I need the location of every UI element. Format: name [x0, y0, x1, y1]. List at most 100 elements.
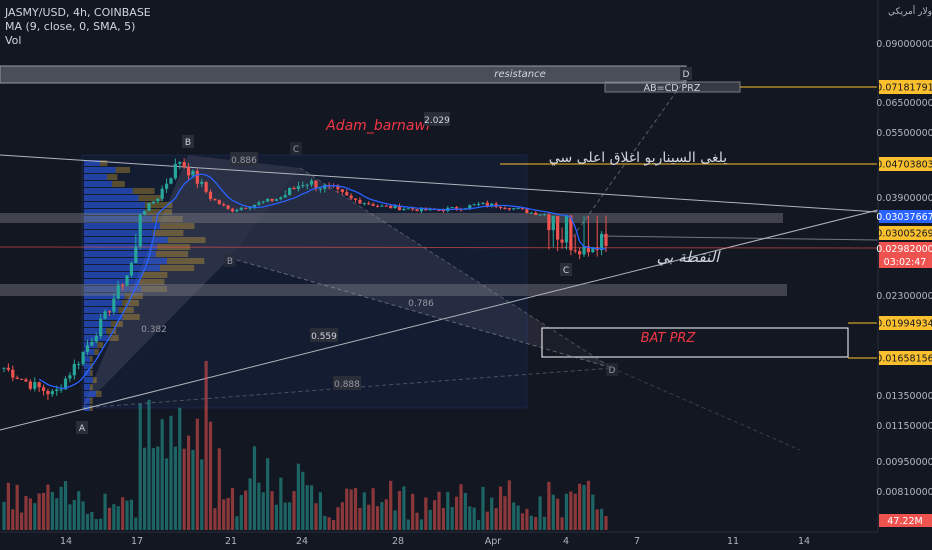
- volume-bar: [393, 510, 397, 530]
- ratio-886-bg: [230, 152, 258, 166]
- volume-bar: [226, 497, 230, 530]
- volume-bar: [129, 499, 134, 530]
- volume-bar: [164, 458, 169, 530]
- volume-bar: [173, 446, 177, 530]
- time-tick-label: 14: [798, 536, 810, 547]
- volume-bar: [406, 519, 410, 530]
- volume-bar: [569, 491, 573, 530]
- volume-profile-bar-sell: [92, 377, 97, 383]
- pivot-line: [0, 246, 879, 249]
- candle-body: [279, 197, 283, 200]
- volume-profile-bar-sell: [160, 223, 195, 229]
- volume-profile-bar-sell: [122, 314, 140, 320]
- candle-body: [15, 377, 19, 379]
- symbol-line[interactable]: JASMY/USD, 4h, COINBASE: [5, 6, 151, 19]
- volume-profile-bar-sell: [152, 216, 183, 222]
- highlight-price-bg: [879, 80, 932, 94]
- currency-label: دولار أمريكي: [888, 5, 932, 17]
- volume-bar: [116, 506, 120, 530]
- volume-value-label: [879, 514, 932, 527]
- candle-body: [305, 184, 309, 186]
- candle-body: [296, 186, 301, 190]
- zone-lower: [0, 284, 787, 296]
- candle-body: [222, 204, 226, 206]
- candle-body: [573, 250, 577, 252]
- ratio-886-label: 0.886: [231, 156, 257, 166]
- volume-bar: [292, 491, 296, 530]
- point-b2-label: B: [227, 257, 233, 267]
- volume-bar: [160, 419, 164, 530]
- candle-body: [538, 214, 542, 216]
- ratio-382-label: 0.382: [141, 325, 167, 335]
- candle-body: [125, 275, 129, 286]
- highlight-price-bg: [879, 316, 932, 330]
- candle-body: [2, 367, 6, 369]
- volume-profile-bar-sell: [160, 265, 195, 271]
- volume-bar: [520, 513, 525, 530]
- candle-body: [503, 207, 507, 209]
- candle-body: [129, 262, 134, 276]
- candle-body: [314, 180, 318, 189]
- volume-bar: [134, 517, 138, 530]
- candles: [2, 158, 608, 400]
- candle-body: [507, 208, 511, 210]
- volume-bar: [248, 478, 252, 530]
- candle-body: [134, 246, 138, 263]
- volume-bar: [573, 493, 577, 530]
- candle-body: [63, 378, 68, 390]
- volume-bar: [11, 509, 15, 530]
- descending-trendline: [0, 154, 879, 213]
- point-c-text: النقطة بي: [657, 248, 721, 266]
- volume-bar: [485, 511, 489, 530]
- candle-body: [406, 208, 410, 210]
- volume-value-text: 47.22M: [887, 516, 922, 527]
- volume-bar: [538, 496, 542, 530]
- candle-body: [143, 210, 147, 215]
- time-tick-label: 14: [60, 536, 72, 547]
- candle-body: [481, 202, 485, 204]
- volume-bar: [323, 515, 327, 530]
- ma-indicator-line[interactable]: MA (9, close, 0, SMA, 5): [5, 20, 136, 33]
- countdown-text: 03:02:47: [884, 257, 927, 268]
- candle-body: [186, 167, 191, 176]
- volume-profile-bar-sell: [118, 307, 134, 313]
- volume-bar: [512, 502, 516, 530]
- range-line: [599, 235, 879, 241]
- candle-body: [178, 162, 182, 164]
- volume-indicator-line[interactable]: Vol: [5, 34, 22, 47]
- volume-profile-bar-sell: [121, 300, 140, 306]
- candle-body: [288, 187, 292, 196]
- volume-bar: [244, 490, 248, 530]
- volume-bar: [529, 515, 533, 530]
- time-tick-label: 4: [563, 536, 569, 547]
- candle-body: [248, 207, 252, 209]
- candle-body: [384, 205, 388, 207]
- candle-body: [450, 207, 454, 209]
- volume-bar: [121, 497, 125, 530]
- candle-body: [55, 389, 59, 392]
- candle-body: [520, 208, 525, 210]
- volume-bar: [314, 503, 318, 530]
- volume-profile-bar: [84, 391, 97, 397]
- volume-profile-bar-sell: [166, 258, 205, 264]
- volume-bar: [349, 489, 353, 530]
- ascending-trendline: [0, 209, 879, 431]
- bat-prz-box: [541, 327, 849, 358]
- candle-body: [77, 363, 81, 365]
- volume-profile-bar-sell: [155, 251, 189, 257]
- volume-bar: [68, 504, 72, 530]
- volume-bar: [235, 516, 239, 530]
- time-tick-label: 11: [727, 536, 739, 547]
- volume-bar: [90, 511, 94, 530]
- candle-body: [468, 205, 472, 209]
- point-c-label: C: [563, 266, 569, 276]
- volume-bar: [107, 507, 112, 530]
- candle-body: [204, 182, 208, 192]
- volume-bar: [72, 499, 76, 530]
- bd-diagonal: [229, 257, 613, 369]
- highlight-price-text: 0.03005269: [876, 229, 932, 240]
- candle-body: [582, 246, 586, 255]
- candle-body: [441, 209, 446, 212]
